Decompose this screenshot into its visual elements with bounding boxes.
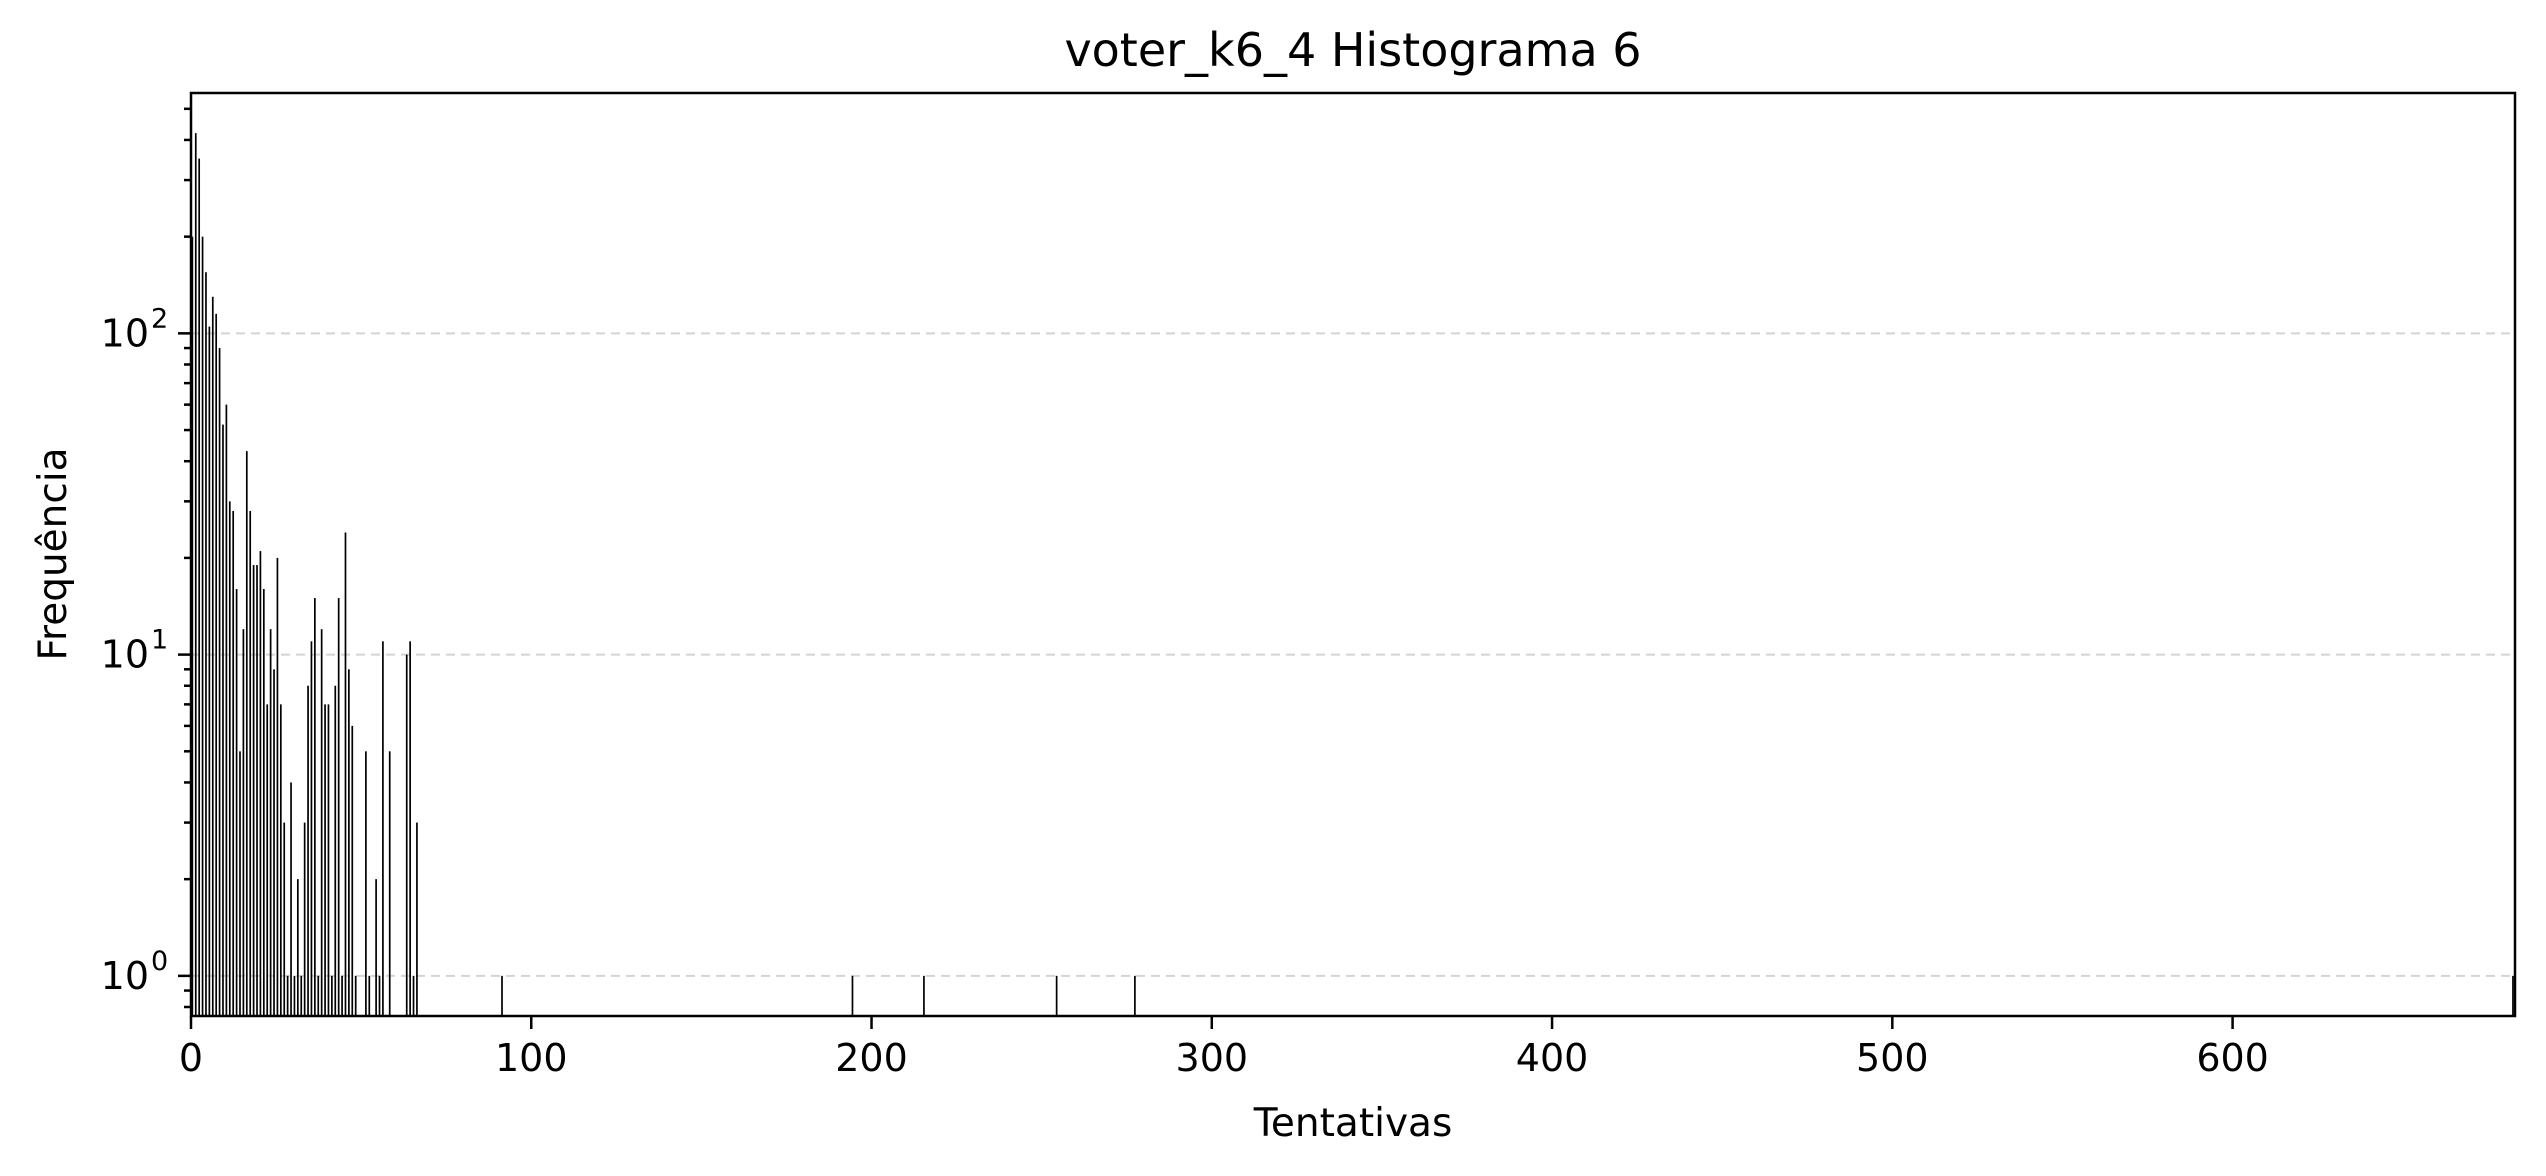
histogram-bar	[290, 782, 292, 1016]
histogram-bar	[317, 975, 320, 1016]
histogram-bar	[303, 822, 306, 1016]
histogram-bar	[341, 975, 343, 1016]
y-axis-label: Frequência	[31, 447, 76, 660]
histogram-bar	[235, 589, 238, 1016]
histogram-bar	[300, 975, 303, 1016]
histogram-bar	[293, 975, 296, 1016]
histogram-bar	[198, 158, 201, 1016]
histogram-bar	[269, 629, 272, 1016]
histogram-bar	[2512, 975, 2514, 1016]
histogram-bar	[348, 669, 350, 1016]
histogram-bar	[368, 975, 371, 1016]
histogram-bar	[382, 641, 384, 1016]
histogram-bar	[324, 704, 326, 1016]
histogram-bar	[286, 975, 289, 1016]
y-tick-exponent: 0	[151, 946, 168, 977]
y-tick-label: 10	[101, 954, 149, 998]
histogram-bar	[215, 313, 218, 1016]
x-tick-label: 0	[179, 1036, 203, 1080]
x-tick-label: 200	[835, 1036, 908, 1080]
histogram-bar	[388, 751, 391, 1016]
histogram-bar	[191, 236, 194, 1016]
histogram-bar	[354, 975, 357, 1016]
histogram-bar	[252, 565, 255, 1016]
grid-layer	[191, 332, 2515, 977]
histogram-bar	[218, 348, 221, 1016]
x-axis-label: Tentativas	[1253, 1101, 1453, 1146]
y-tick-exponent: 2	[151, 303, 168, 334]
histogram-bar	[279, 704, 282, 1016]
histogram-bar	[245, 451, 248, 1016]
histogram-bar	[283, 822, 286, 1016]
histogram-bar	[276, 557, 279, 1016]
x-tick-label: 400	[1516, 1036, 1589, 1080]
histogram-bar	[365, 751, 367, 1016]
histogram-bar	[334, 685, 337, 1016]
histogram-bar	[851, 975, 854, 1016]
histogram-bar	[201, 236, 204, 1016]
histogram-bar	[242, 629, 245, 1016]
x-tick-label: 100	[495, 1036, 568, 1080]
histogram-bar	[310, 641, 313, 1016]
histogram-bar	[351, 725, 354, 1016]
histogram-bar	[222, 424, 224, 1017]
histogram-bar	[412, 975, 415, 1016]
histogram-bar	[211, 296, 214, 1016]
histogram-bar	[409, 641, 411, 1016]
plot-frame	[189, 91, 2517, 1018]
histogram-bar	[331, 975, 333, 1016]
x-tick-label: 500	[1856, 1036, 1929, 1080]
histogram-bar	[249, 510, 252, 1016]
histogram-bar	[239, 751, 241, 1016]
histogram-bar	[1055, 975, 1058, 1016]
histogram-bar	[266, 704, 269, 1016]
histogram-bar	[501, 975, 503, 1016]
histogram-bar	[314, 598, 316, 1016]
histogram-bar	[378, 975, 381, 1016]
y-tick-label: 10	[101, 311, 149, 355]
y-tick-exponent: 1	[151, 625, 168, 656]
histogram-bar	[256, 565, 258, 1016]
y-tick-label: 10	[101, 633, 149, 677]
histogram-bar	[337, 598, 340, 1016]
chart-title: voter_k6_4 Histograma 6	[1064, 23, 1641, 77]
histogram-bar	[194, 133, 197, 1016]
histogram-bar	[205, 272, 207, 1017]
histogram-bar	[320, 629, 323, 1016]
histogram-bar	[327, 704, 330, 1016]
histogram-bar	[375, 879, 377, 1016]
histogram-bar	[228, 501, 231, 1017]
histogram-bar	[225, 404, 228, 1016]
histogram-bar	[405, 654, 408, 1016]
x-tick-label: 600	[2196, 1036, 2269, 1080]
histogram-bar	[232, 510, 235, 1016]
histogram-bar	[259, 551, 262, 1016]
x-tick-label: 300	[1176, 1036, 1249, 1080]
histogram-bar	[273, 669, 275, 1016]
histogram-bar	[296, 879, 299, 1016]
histogram-bar	[1134, 975, 1136, 1016]
histogram-bar	[208, 326, 211, 1016]
bars-layer	[191, 133, 2514, 1017]
histogram-bar	[344, 532, 347, 1016]
histogram-bar	[923, 975, 925, 1016]
histogram-bar	[262, 589, 265, 1016]
histogram-bar	[416, 822, 418, 1016]
histogram-bar	[307, 685, 309, 1016]
